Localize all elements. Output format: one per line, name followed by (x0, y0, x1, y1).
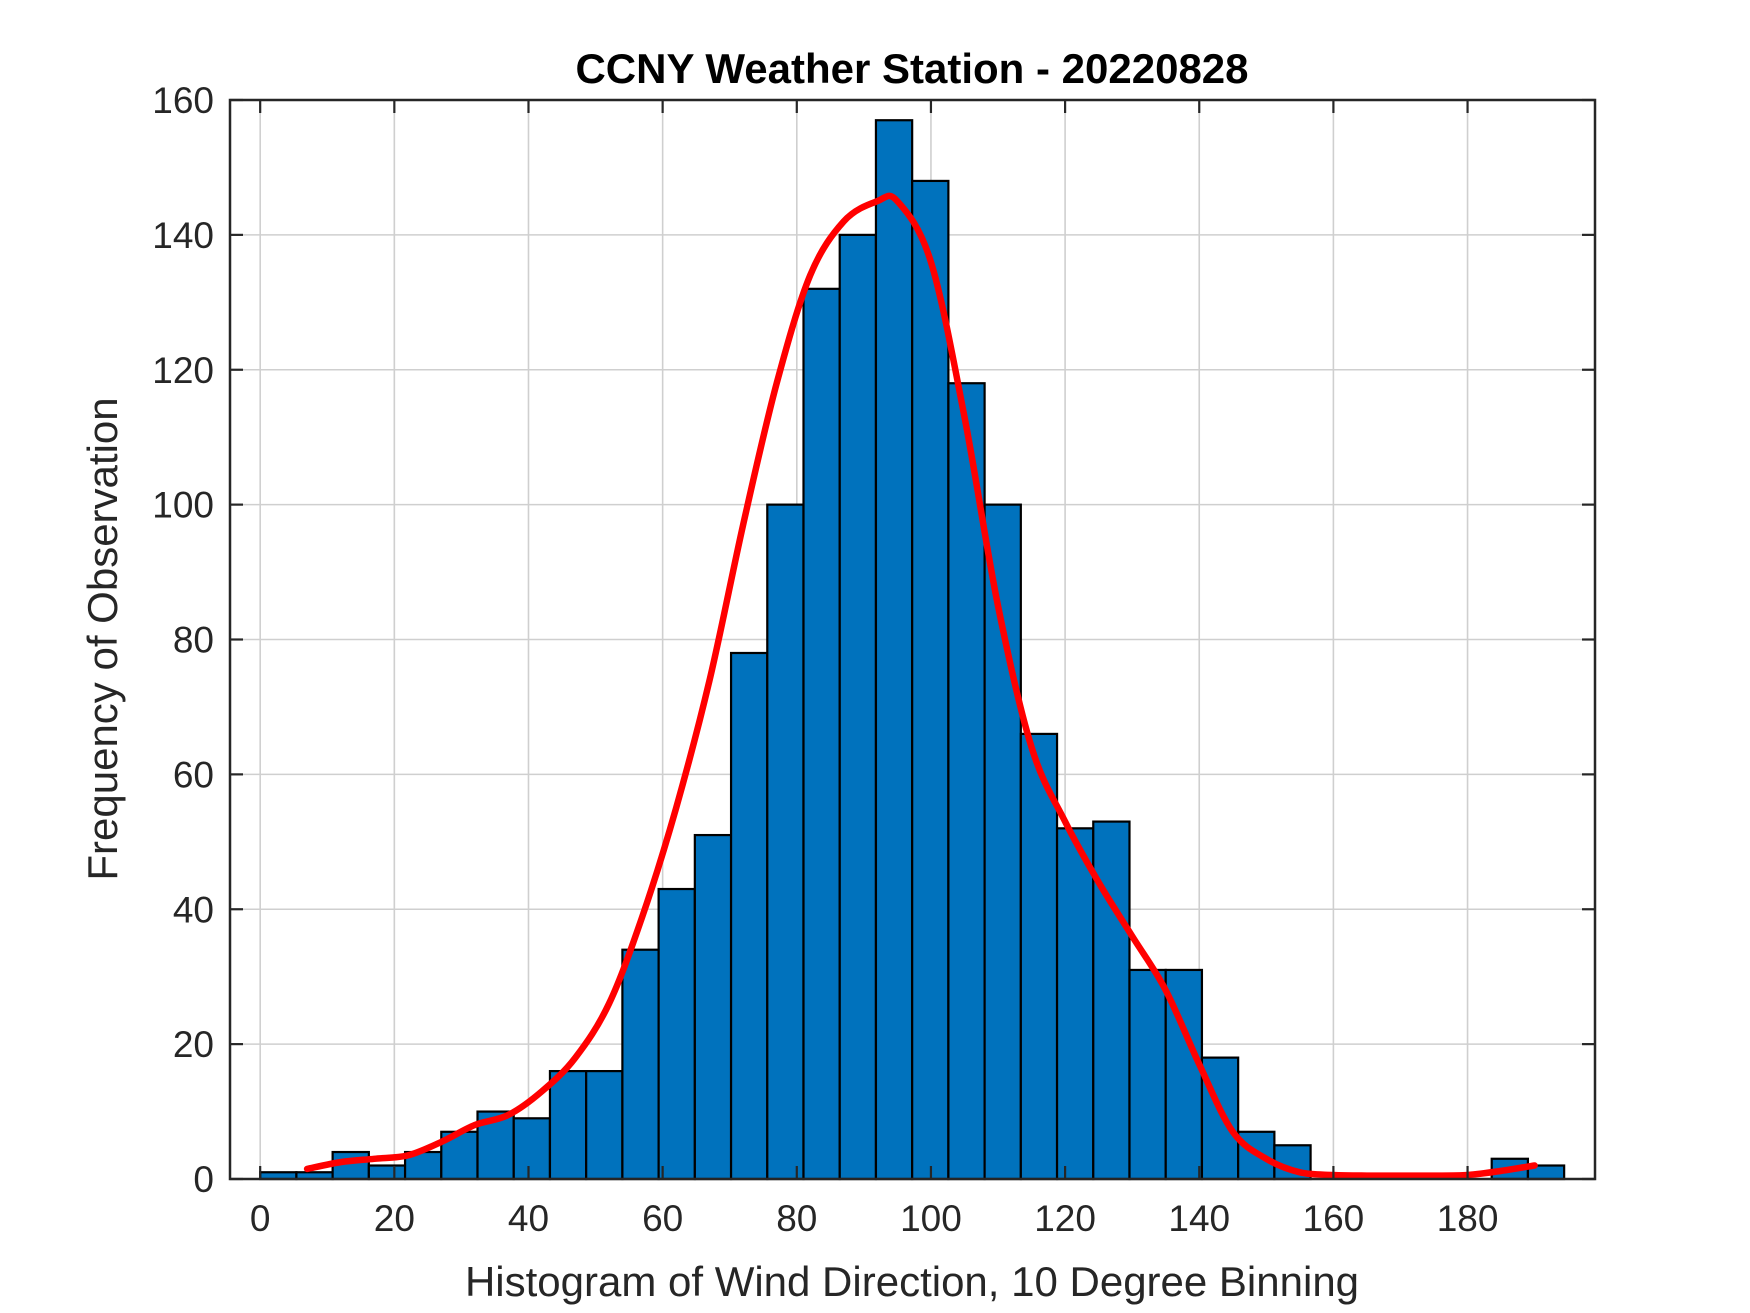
histogram-bar (874, 119, 914, 1181)
y-tick-label: 140 (152, 215, 214, 256)
x-tick-label: 120 (1034, 1198, 1096, 1239)
histogram-bar (693, 833, 733, 1181)
x-tick-labels: 0 20 40 60 80 100 120 140 160 180 (250, 1198, 1499, 1239)
histogram-bar (838, 233, 878, 1181)
histogram-bar (911, 179, 950, 1181)
histogram-bar (512, 1117, 552, 1181)
x-tick-label: 80 (776, 1198, 817, 1239)
y-tick-label: 80 (173, 620, 214, 661)
histogram-bar (621, 948, 660, 1181)
histogram-bar (548, 1069, 588, 1181)
y-tick-label: 100 (152, 485, 214, 526)
histogram-bar (585, 1069, 624, 1181)
y-tick-label: 40 (173, 889, 214, 930)
y-tick-label: 20 (173, 1024, 214, 1065)
x-tick-label: 20 (374, 1198, 415, 1239)
y-tick-label: 160 (152, 80, 214, 121)
histogram-bar (983, 503, 1022, 1181)
y-tick-label: 0 (193, 1159, 214, 1200)
axis-ticks (230, 98, 1595, 1181)
histogram-bars (259, 119, 1566, 1181)
x-tick-label: 40 (508, 1198, 549, 1239)
histogram-bar (657, 887, 696, 1181)
histogram-bar (1055, 827, 1095, 1181)
chart-title: CCNY Weather Station - 20220828 (575, 45, 1248, 92)
histogram-bar (1092, 820, 1131, 1181)
y-axis-label: Frequency of Observation (79, 397, 126, 880)
x-tick-label: 100 (900, 1198, 962, 1239)
x-axis-label: Histogram of Wind Direction, 10 Degree B… (465, 1258, 1359, 1305)
histogram-bar (367, 1164, 407, 1181)
histogram-bar (766, 503, 805, 1181)
histogram-bar (802, 287, 841, 1181)
histogram-bar (1128, 968, 1167, 1181)
x-tick-label: 180 (1437, 1198, 1499, 1239)
histogram-bar (729, 651, 769, 1181)
x-tick-label: 140 (1168, 1198, 1230, 1239)
x-tick-label: 60 (642, 1198, 683, 1239)
fit-curve-line (303, 192, 1538, 1179)
x-tick-label: 160 (1303, 1198, 1365, 1239)
y-tick-label: 120 (152, 350, 214, 391)
y-tick-label: 60 (173, 754, 214, 795)
fit-curve-group (303, 192, 1538, 1179)
x-tick-label: 0 (250, 1198, 271, 1239)
histogram-bar (1019, 732, 1059, 1181)
y-tick-labels: 0 20 40 60 80 100 120 140 160 (152, 80, 214, 1200)
